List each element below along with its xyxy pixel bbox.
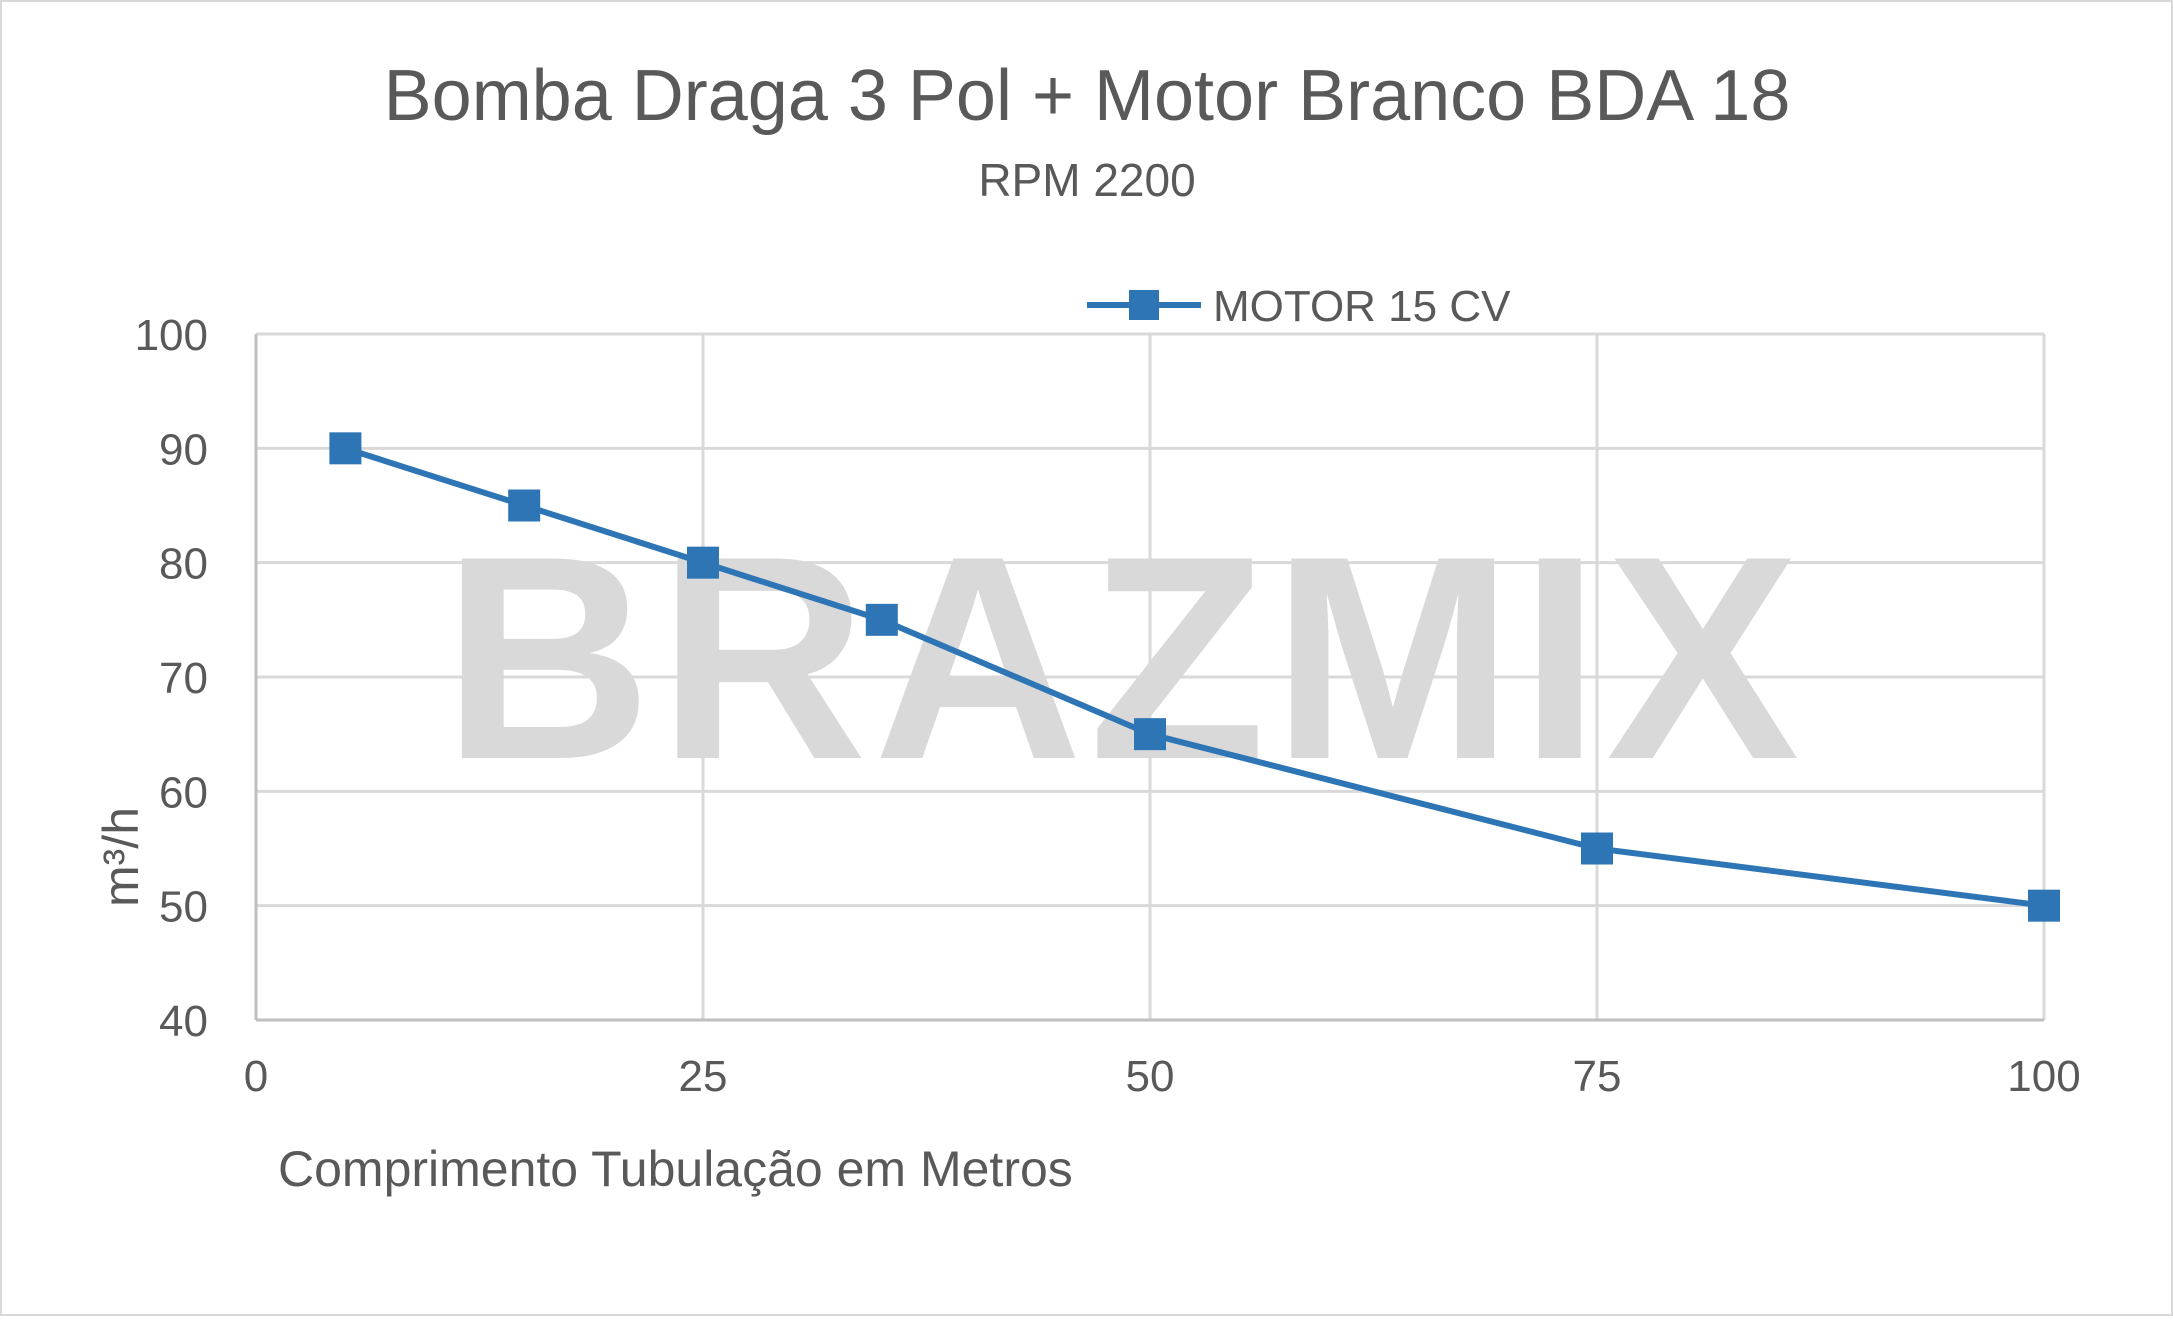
data-point-marker <box>2028 889 2060 922</box>
y-tick-label: 90 <box>159 425 208 474</box>
legend-label: MOTOR 15 CV <box>1213 282 1511 331</box>
chart-title: Bomba Draga 3 Pol + Motor Branco BDA 18 <box>384 56 1791 136</box>
y-tick-label: 60 <box>159 768 208 817</box>
x-tick-label: 0 <box>244 1052 268 1101</box>
data-point-marker <box>508 489 541 522</box>
data-point-marker <box>329 432 362 465</box>
legend: MOTOR 15 CV <box>1087 282 1511 331</box>
x-tick-label: 100 <box>2007 1052 2080 1101</box>
grid <box>256 332 2046 1020</box>
y-tick-label: 80 <box>159 540 208 589</box>
y-tick-label: 50 <box>159 883 208 932</box>
axes: 40 50 60 70 80 90 100 0 25 50 75 100 <box>135 311 2081 1101</box>
data-point-marker <box>687 546 719 579</box>
y-tick-label: 100 <box>135 311 208 360</box>
x-tick-label: 25 <box>679 1052 728 1101</box>
data-point-marker <box>1134 718 1166 751</box>
series-layer <box>329 432 2060 922</box>
legend-square-marker <box>1129 290 1159 320</box>
data-point-marker <box>865 603 898 636</box>
y-axis-title: m³/h <box>93 807 149 907</box>
x-tick-label: 75 <box>1573 1052 1622 1101</box>
y-tick-label: 40 <box>159 997 208 1046</box>
data-point-marker <box>1581 832 1613 865</box>
y-tick-label: 70 <box>159 654 208 703</box>
chart-subtitle: RPM 2200 <box>978 154 1195 206</box>
x-axis-title: Comprimento Tubulação em Metros <box>278 1141 1073 1197</box>
x-tick-label: 50 <box>1126 1052 1175 1101</box>
